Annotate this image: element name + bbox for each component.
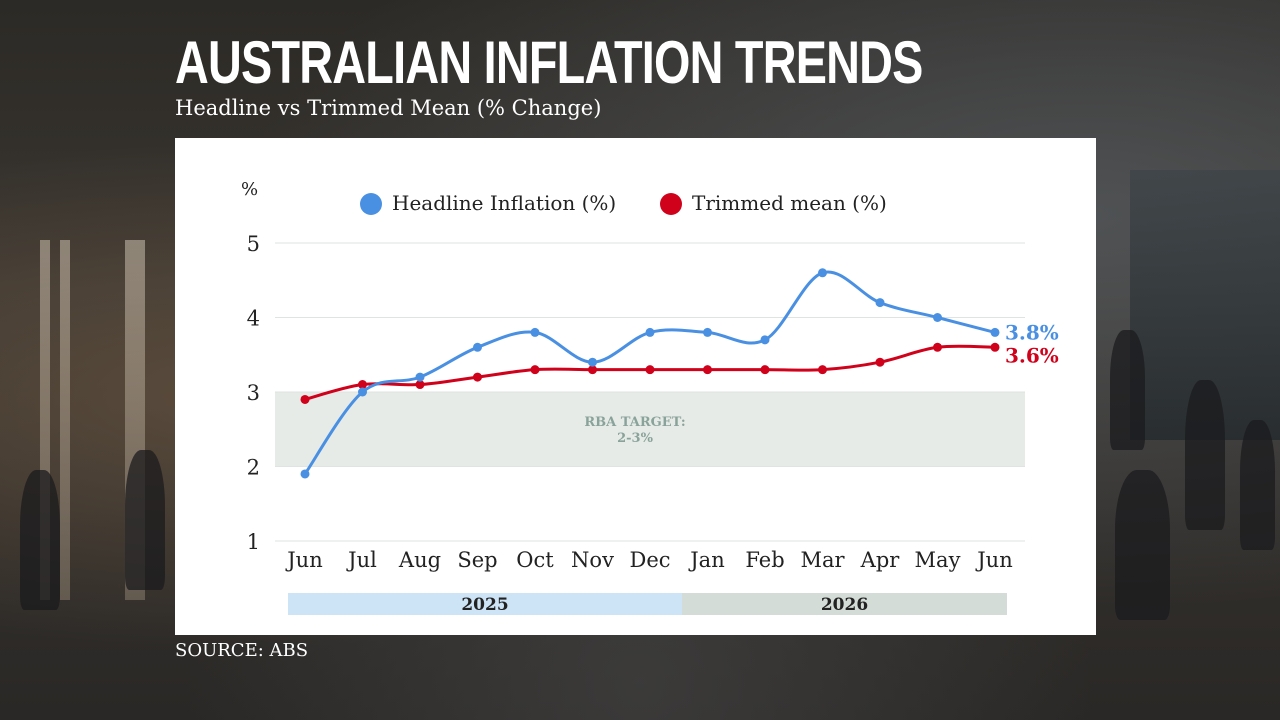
trimmed-mean-data-point: [933, 342, 942, 352]
x-tick-label: Jan: [688, 548, 724, 572]
rba-target-range-label: 2-3%: [617, 431, 653, 446]
x-tick-label: Nov: [571, 548, 614, 572]
trimmed-mean-end-label: 3.6%: [1005, 343, 1059, 367]
x-tick-label: Feb: [745, 548, 784, 572]
x-tick-label: May: [915, 548, 961, 572]
source-note: SOURCE: ABS: [175, 640, 309, 661]
legend-label-headline: Headline Inflation (%): [392, 191, 616, 215]
headline-data-point: [703, 327, 712, 337]
year-band-label: 2026: [821, 595, 868, 615]
trimmed-mean-data-point: [300, 394, 310, 404]
y-tick-label: 1: [247, 530, 260, 554]
headline-data-point: [530, 327, 540, 337]
trimmed-mean-data-point: [530, 365, 540, 375]
trimmed-mean-data-point: [415, 380, 425, 390]
inflation-line-chart: 1 2 3 4 5% RBA TARGET:2-3% Jun Jul Aug Sep Oct Nov D…: [241, 179, 1059, 615]
trimmed-mean-data-point: [645, 365, 655, 375]
x-tick-label: Sep: [457, 548, 497, 572]
headline-data-point: [588, 357, 597, 367]
x-tick-label: Jul: [346, 548, 377, 572]
headline-data-point: [415, 372, 425, 382]
chart-panel: 1 2 3 4 5% RBA TARGET: 2-3% Jun Jul Aug Sep Oct Nov D…: [175, 138, 1096, 635]
trimmed-mean-data-point: [990, 342, 1000, 352]
y-axis-label: %: [241, 179, 258, 200]
headline-data-point: [818, 268, 827, 278]
x-tick-label: Dec: [629, 548, 670, 572]
x-tick-label: Apr: [860, 548, 901, 572]
headline-data-point: [933, 313, 942, 322]
headline-data-point: [358, 387, 367, 397]
trimmed-mean-data-point: [818, 365, 827, 375]
headline-data-point: [875, 298, 885, 308]
x-tick-label: Oct: [516, 548, 554, 572]
headline-end-label: 3.8%: [1005, 320, 1059, 344]
year-band-label: 2025: [461, 595, 508, 615]
trimmed-mean-data-point: [875, 357, 885, 367]
year-band-2026: [682, 593, 1007, 615]
trimmed-mean-data-point: [588, 365, 597, 375]
legend-marker-headline: [360, 193, 382, 215]
trimmed-mean-data-point: [358, 380, 367, 390]
legend-label-trimmed-mean: Trimmed mean (%): [692, 191, 887, 215]
trimmed-mean-data-point: [760, 365, 770, 375]
page-title: AUSTRALIAN INFLATION TRENDS: [175, 29, 923, 96]
headline-data-point: [990, 327, 1000, 337]
page-subtitle: Headline vs Trimmed Mean (% Change): [175, 96, 602, 120]
x-tick-label: Aug: [398, 548, 441, 572]
headline-data-point: [760, 335, 770, 345]
year-band-2025: [288, 593, 682, 615]
rba-target-label: RBA TARGET:: [584, 415, 685, 430]
y-tick-label: 4: [247, 307, 260, 331]
legend-marker-trimmed-mean: [660, 193, 682, 215]
x-tick-label: Jun: [285, 548, 322, 572]
trimmed-mean-data-point: [703, 365, 712, 375]
rba-target-band: [275, 392, 1025, 467]
headline-data-point: [300, 469, 310, 479]
y-tick-label: 3: [247, 381, 260, 405]
trimmed-mean-data-point: [473, 372, 482, 382]
x-tick-label: Mar: [800, 548, 845, 572]
y-tick-label: 2: [247, 456, 260, 480]
headline-data-point: [645, 327, 655, 337]
x-tick-label: Jun: [975, 548, 1012, 572]
headline-data-point: [473, 342, 482, 352]
y-tick-label: 5: [247, 232, 260, 256]
